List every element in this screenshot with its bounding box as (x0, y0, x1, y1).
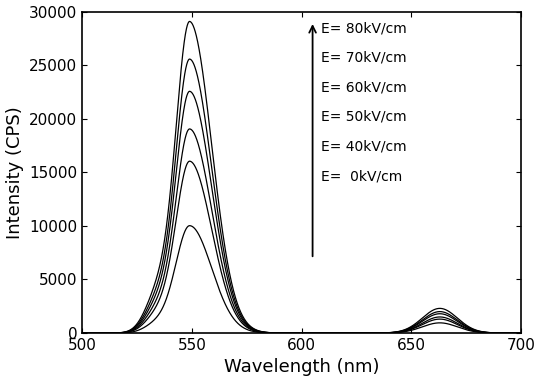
Text: E= 50kV/cm: E= 50kV/cm (321, 110, 407, 124)
Text: E= 40kV/cm: E= 40kV/cm (321, 139, 407, 154)
Text: E= 60kV/cm: E= 60kV/cm (321, 80, 407, 94)
X-axis label: Wavelength (nm): Wavelength (nm) (224, 358, 379, 376)
Text: E= 80kV/cm: E= 80kV/cm (321, 21, 407, 35)
Text: E=  0kV/cm: E= 0kV/cm (321, 169, 403, 183)
Text: E= 70kV/cm: E= 70kV/cm (321, 51, 407, 65)
Y-axis label: Intensity (CPS): Intensity (CPS) (5, 106, 24, 239)
